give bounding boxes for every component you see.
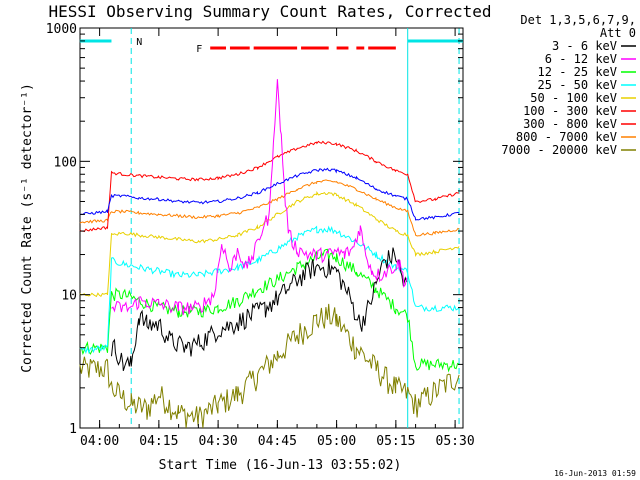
series-4-line bbox=[79, 190, 460, 298]
chart-title: HESSI Observing Summary Count Rates, Cor… bbox=[48, 2, 491, 21]
y-tick-label-1: 10 bbox=[61, 289, 77, 304]
legend-label-4: 50 - 100 keV bbox=[530, 91, 617, 105]
y-tick-label-2: 100 bbox=[54, 155, 77, 170]
legend-label-5: 100 - 300 keV bbox=[523, 104, 617, 118]
x-tick-label-0: 04:00 bbox=[80, 434, 119, 449]
y-tick-label-0: 1 bbox=[69, 422, 77, 437]
series-0-line bbox=[111, 247, 408, 371]
legend-label-0: 3 - 6 keV bbox=[552, 39, 617, 53]
legend-label-6: 300 - 800 keV bbox=[523, 117, 617, 131]
x-tick-label-1: 04:15 bbox=[139, 434, 178, 449]
y-tick-label-3: 1000 bbox=[46, 22, 77, 37]
x-tick-label-6: 05:30 bbox=[436, 434, 475, 449]
x-tick-label-5: 05:15 bbox=[376, 434, 415, 449]
series-2-line bbox=[79, 248, 460, 373]
legend-header-line-1: Det 1,3,5,6,7,9, bbox=[520, 13, 636, 27]
axes: 04:00 04:15 04:30 04:45 05:00 05:15 05:30 1 10 10… bbox=[46, 22, 475, 449]
flare-label: F bbox=[196, 44, 202, 55]
x-tick-label-2: 04:30 bbox=[199, 434, 238, 449]
x-axis-label: Start Time (16-Jun-13 03:55:02) bbox=[159, 458, 402, 473]
legend-label-3: 25 - 50 keV bbox=[538, 78, 617, 92]
series-3-line bbox=[79, 225, 460, 355]
legend-header-line-2: Att 0 bbox=[600, 26, 636, 40]
legend-label-2: 12 - 25 keV bbox=[538, 65, 617, 79]
x-tick-label-3: 04:45 bbox=[258, 434, 297, 449]
series-5-line bbox=[79, 140, 460, 233]
x-tick-label-4: 05:00 bbox=[317, 434, 356, 449]
series-8-line bbox=[79, 303, 460, 429]
legend-label-8: 7000 - 20000 keV bbox=[501, 143, 617, 157]
timestamp: 16-Jun-2013 01:59 bbox=[554, 469, 636, 478]
legend-label-7: 800 - 7000 keV bbox=[516, 130, 617, 144]
night-label: N bbox=[136, 37, 142, 48]
series-1-line bbox=[111, 79, 408, 316]
legend-label-1: 6 - 12 keV bbox=[545, 52, 617, 66]
y-axis-label: Corrected Count Rate (s⁻¹ detector⁻¹) bbox=[20, 83, 35, 373]
series-layer bbox=[79, 79, 460, 429]
night-flare-markers: NF bbox=[79, 28, 463, 428]
plot-frame bbox=[79, 27, 464, 429]
series-blue-line bbox=[79, 167, 460, 221]
